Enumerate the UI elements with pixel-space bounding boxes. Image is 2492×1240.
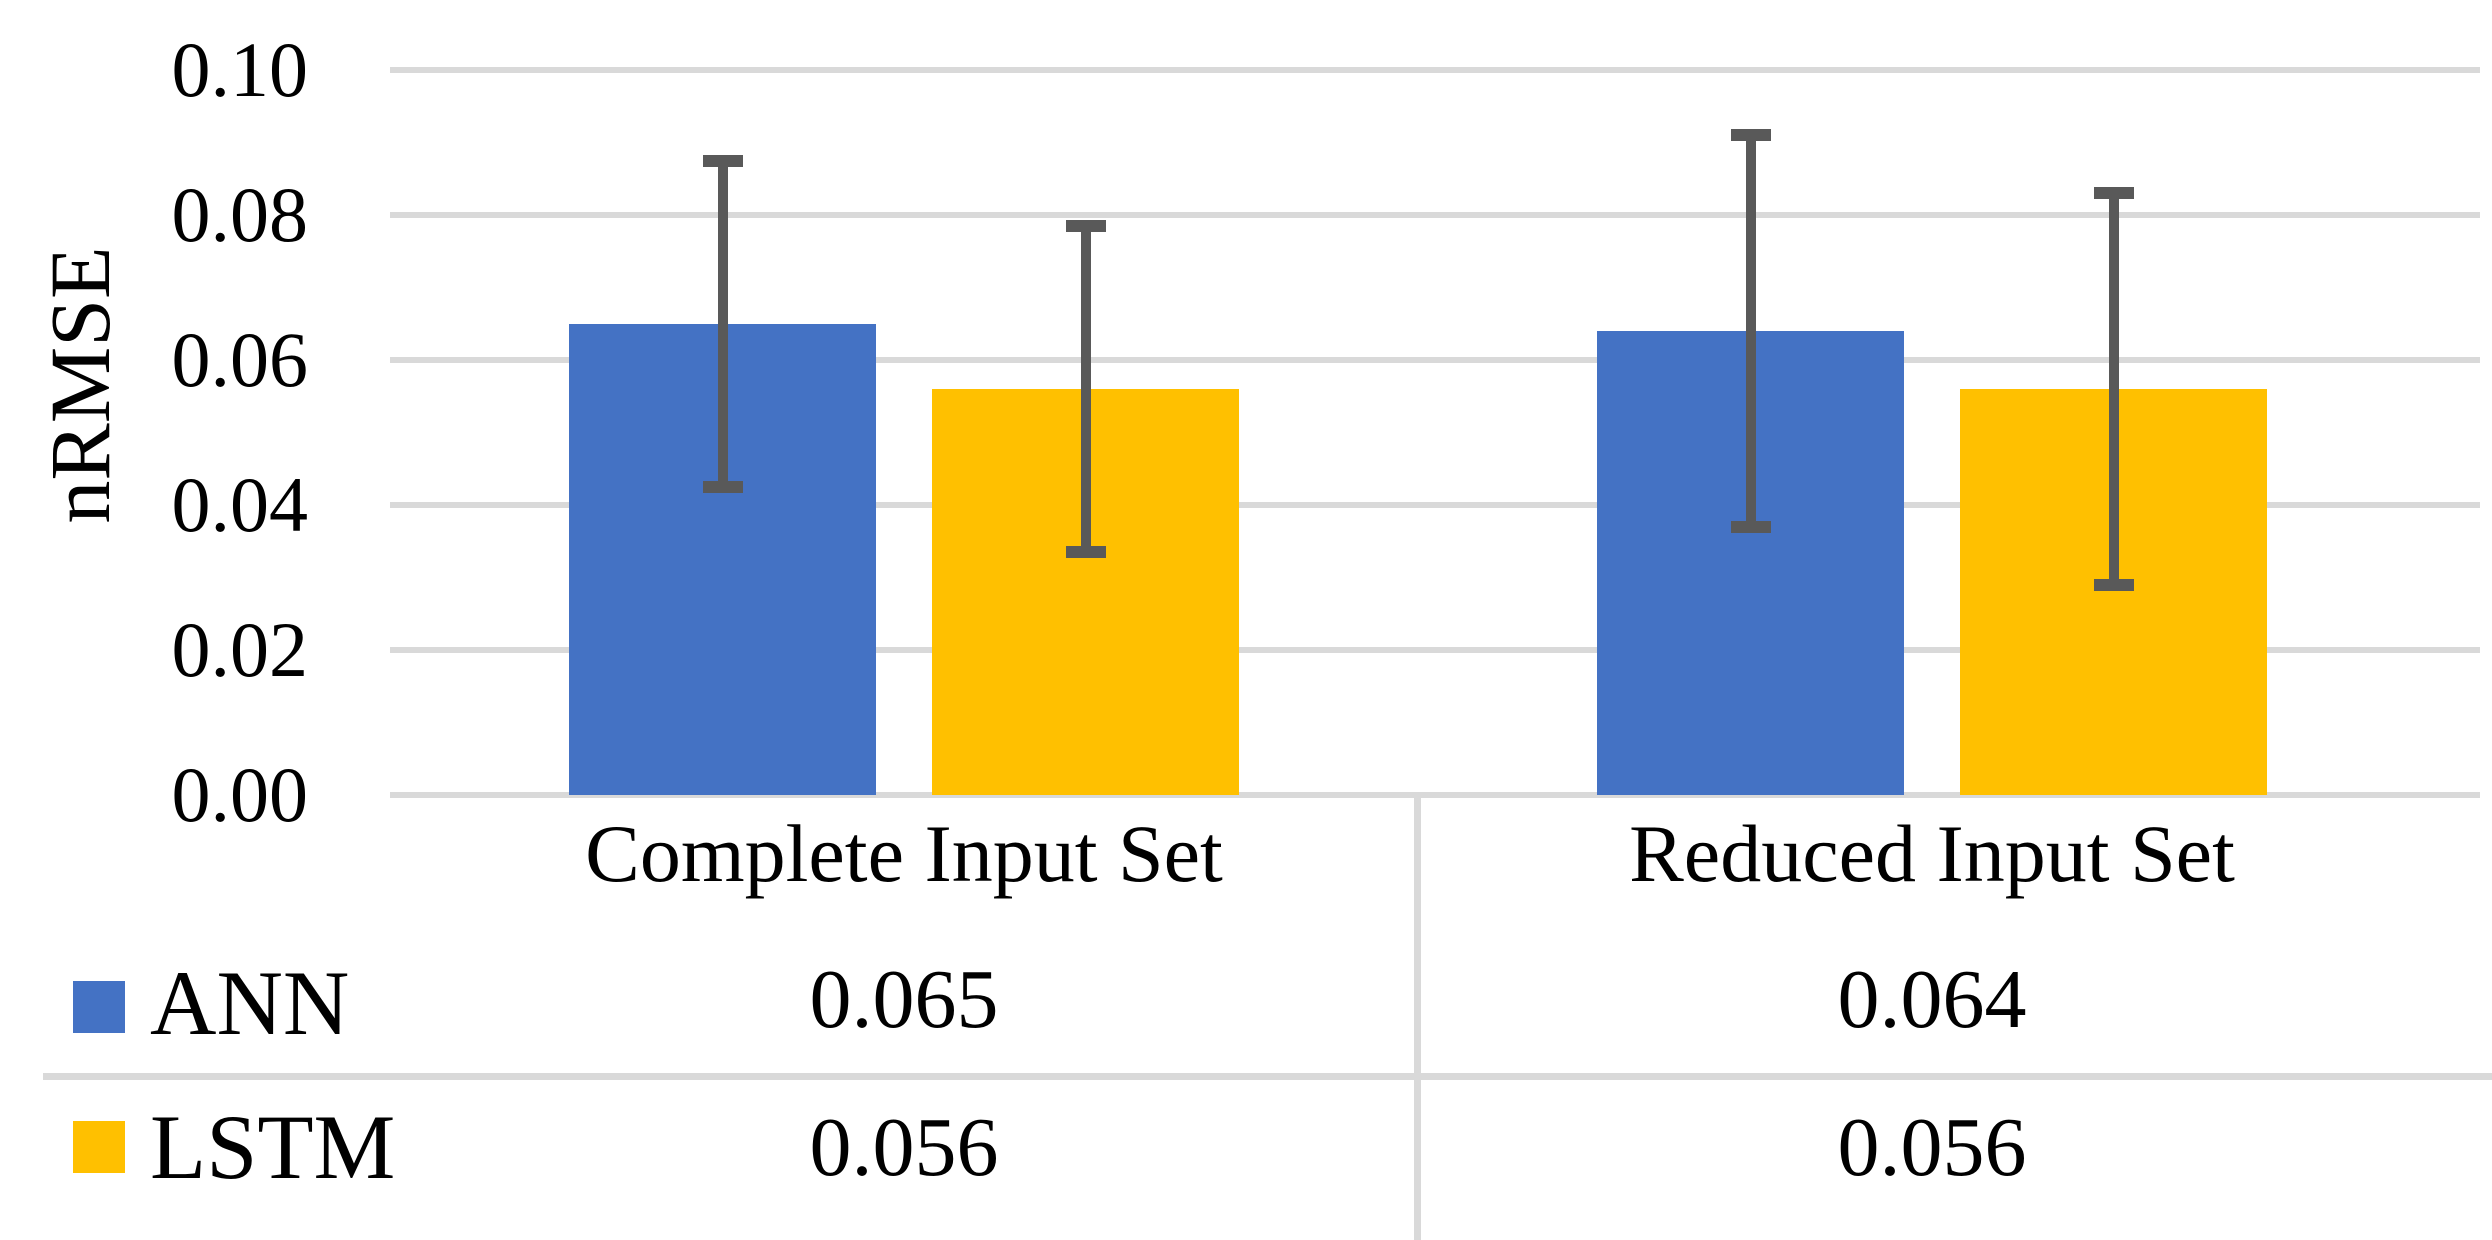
- gridline-y-0.02: [390, 647, 2480, 653]
- y-tick-label-0.04: 0.04: [171, 461, 309, 548]
- error-bar-top-cap-ann-reduced-input-set: [1731, 129, 1771, 141]
- legend-swatch-lstm: [73, 1121, 125, 1173]
- table-column-divider: [1414, 795, 1421, 1240]
- y-tick-label-0.02: 0.02: [171, 606, 309, 693]
- gridline-y-0.04: [390, 502, 2480, 508]
- error-bar-top-cap-lstm-reduced-input-set: [2094, 187, 2134, 199]
- legend-swatch-ann: [73, 981, 125, 1033]
- error-bar-top-cap-lstm-complete-input-set: [1066, 220, 1106, 232]
- error-bar-line-lstm-complete-input-set: [1081, 226, 1091, 552]
- y-tick-label-0.10: 0.10: [171, 26, 309, 113]
- error-bar-bottom-cap-lstm-reduced-input-set: [2094, 579, 2134, 591]
- gridline-y-0.00: [390, 792, 2480, 798]
- error-bar-bottom-cap-ann-complete-input-set: [703, 481, 743, 493]
- legend-label-ann: ANN: [150, 952, 350, 1054]
- category-label-complete-input-set: Complete Input Set: [585, 808, 1223, 899]
- error-bar-bottom-cap-lstm-complete-input-set: [1066, 546, 1106, 558]
- y-tick-label-0.06: 0.06: [171, 316, 309, 403]
- error-bar-top-cap-ann-complete-input-set: [703, 155, 743, 167]
- error-bar-line-ann-reduced-input-set: [1746, 135, 1756, 527]
- gridline-y-0.10: [390, 67, 2480, 73]
- gridline-y-0.08: [390, 212, 2480, 218]
- y-tick-label-0.00: 0.00: [171, 751, 309, 838]
- y-tick-label-0.08: 0.08: [171, 171, 309, 258]
- table-cell-lstm-reduced: 0.056: [1837, 1101, 2027, 1194]
- table-cell-ann-reduced: 0.064: [1837, 953, 2027, 1046]
- error-bar-bottom-cap-ann-reduced-input-set: [1731, 521, 1771, 533]
- table-row-divider: [43, 1073, 2492, 1080]
- error-bar-line-lstm-reduced-input-set: [2109, 193, 2119, 585]
- category-label-reduced-input-set: Reduced Input Set: [1629, 808, 2235, 899]
- error-bar-line-ann-complete-input-set: [718, 161, 728, 487]
- legend-label-lstm: LSTM: [150, 1096, 396, 1198]
- gridline-y-0.06: [390, 357, 2480, 363]
- table-cell-ann-complete: 0.065: [809, 953, 999, 1046]
- table-cell-lstm-complete: 0.056: [809, 1101, 999, 1194]
